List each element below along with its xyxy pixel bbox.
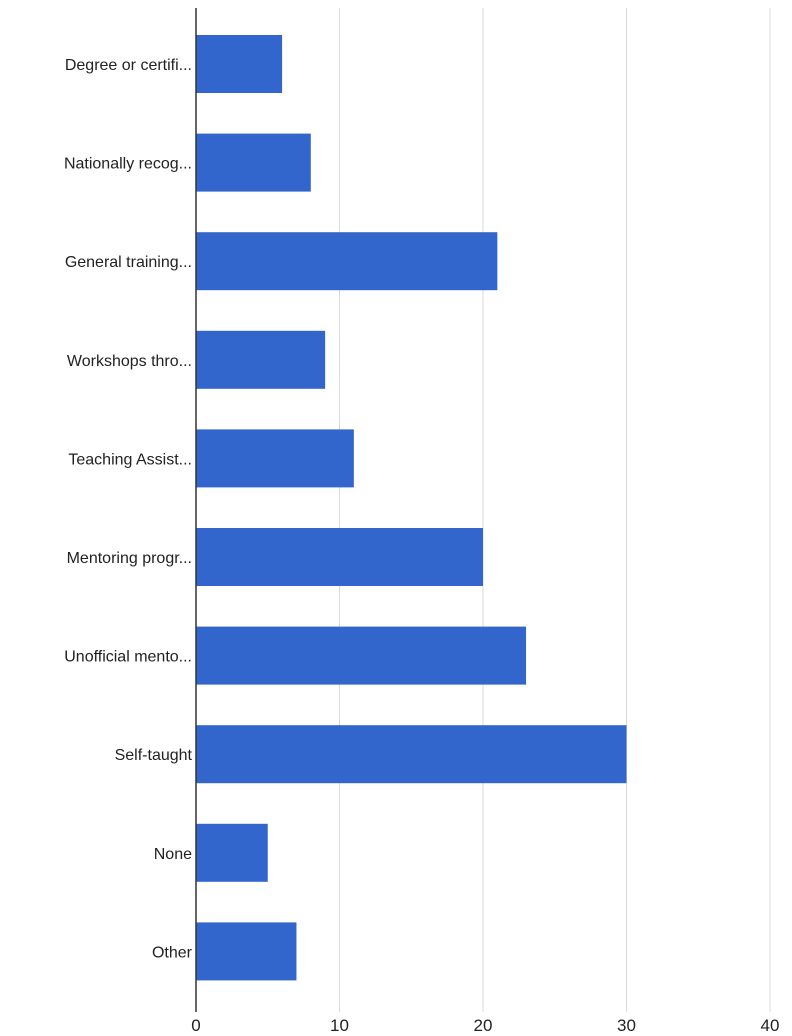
- category-label-6: Mentoring progr...: [67, 550, 192, 567]
- category-label-5: Teaching Assist...: [68, 451, 192, 468]
- bar-2: [196, 133, 311, 192]
- category-label-9: None: [154, 846, 192, 863]
- bar-6: [196, 528, 483, 586]
- bar-1: [196, 35, 283, 93]
- x-tick-label-10: 10: [330, 1016, 349, 1035]
- x-axis-tick-labels: 0 10 20 30 40: [191, 1016, 779, 1035]
- grid-lines: [339, 8, 771, 1012]
- category-label-8: Self-taught: [115, 747, 193, 764]
- bar-4: [196, 330, 326, 389]
- bars: [196, 35, 627, 981]
- category-label-1: Degree or certifi...: [65, 57, 192, 74]
- x-tick-label-30: 30: [617, 1016, 636, 1035]
- category-label-3: General training...: [65, 254, 192, 271]
- x-tick-label-20: 20: [474, 1016, 493, 1035]
- category-label-10: Other: [152, 944, 193, 961]
- category-label-2: Nationally recog...: [64, 156, 192, 173]
- category-label-7: Unofficial mento...: [64, 649, 192, 666]
- bar-9: [196, 823, 268, 882]
- bar-3: [196, 232, 498, 291]
- bar-5: [196, 429, 354, 488]
- x-tick-label-0: 0: [191, 1016, 200, 1035]
- x-tick-label-40: 40: [761, 1016, 780, 1035]
- bar-8: [196, 725, 627, 784]
- category-label-4: Workshops thro...: [67, 353, 192, 370]
- bar-7: [196, 626, 527, 685]
- category-labels: Degree or certifi... Nationally recog... G…: [64, 57, 193, 961]
- bar-10: [196, 922, 297, 981]
